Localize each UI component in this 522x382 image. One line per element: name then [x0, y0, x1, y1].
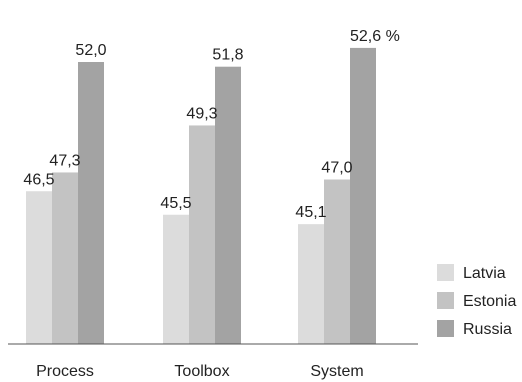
bar-process-estonia: [52, 172, 78, 344]
value-label-system-latvia: 45,1: [295, 204, 326, 221]
bar-system-estonia: [324, 179, 350, 344]
legend-swatch-estonia: [437, 292, 454, 309]
legend-label-estonia: Estonia: [463, 293, 516, 310]
value-label-process-latvia: 46,5: [23, 171, 54, 188]
bar-toolbox-russia: [215, 66, 241, 344]
legend-label-latvia: Latvia: [463, 265, 506, 282]
bar-process-russia: [78, 62, 104, 344]
value-label-system-estonia: 47,0: [321, 160, 352, 177]
bars-layer: [26, 47, 376, 345]
legend-swatch-latvia: [437, 264, 454, 281]
legend: Latvia Estonia Russia: [437, 264, 516, 338]
category-labels-layer: Process Toolbox System: [36, 363, 364, 380]
legend-swatch-russia: [437, 320, 454, 337]
bar-system-russia: [350, 47, 376, 345]
category-label-process: Process: [36, 363, 94, 380]
value-label-toolbox-russia: 51,8: [212, 47, 243, 64]
bar-toolbox-latvia: [163, 214, 189, 344]
category-label-system: System: [310, 363, 363, 380]
bar-process-latvia: [26, 191, 52, 344]
category-label-toolbox: Toolbox: [174, 363, 229, 380]
value-label-toolbox-latvia: 45,5: [160, 195, 191, 212]
value-labels-layer: 46,5 47,3 52,0 45,5 49,3 51,8 45,1 47,0 52,6 %: [23, 28, 399, 221]
value-label-process-russia: 52,0: [75, 42, 106, 59]
value-label-system-russia: 52,6 %: [350, 28, 400, 45]
bar-toolbox-estonia: [189, 125, 215, 344]
bar-system-latvia: [298, 224, 324, 344]
value-label-toolbox-estonia: 49,3: [186, 105, 217, 122]
value-label-process-estonia: 47,3: [49, 152, 80, 169]
legend-label-russia: Russia: [463, 321, 512, 338]
